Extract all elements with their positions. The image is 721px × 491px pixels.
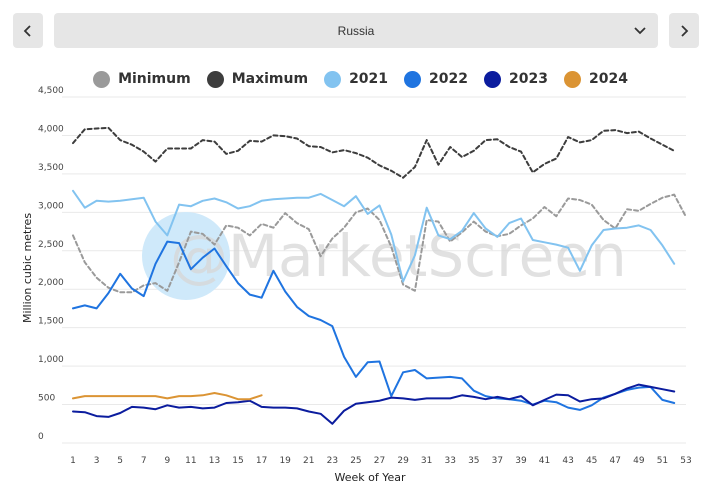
x-tick-label: 19 bbox=[279, 456, 291, 466]
legend-label: 2023 bbox=[509, 71, 548, 87]
x-tick-label: 43 bbox=[562, 456, 573, 466]
x-tick-label: 51 bbox=[657, 456, 668, 466]
y-tick-label: 4,000 bbox=[38, 124, 64, 134]
legend-swatch bbox=[484, 70, 501, 88]
y-tick-label: 3,000 bbox=[38, 201, 64, 211]
x-tick-label: 37 bbox=[492, 456, 503, 466]
x-tick-label: 29 bbox=[397, 456, 409, 466]
series-lines bbox=[72, 126, 687, 425]
legend-item-maximum[interactable]: Maximum bbox=[206, 70, 309, 88]
x-tick-label: 53 bbox=[680, 456, 691, 466]
x-tick-label: 5 bbox=[117, 456, 123, 466]
legend-item-2021[interactable]: 2021 bbox=[324, 70, 389, 88]
watermark-text: @MarketScreen bbox=[170, 222, 627, 290]
legend-label: 2021 bbox=[349, 71, 389, 87]
legend-label: Minimum bbox=[118, 71, 191, 87]
x-tick-label: 23 bbox=[327, 456, 338, 466]
y-tick-label: 500 bbox=[38, 394, 55, 404]
series-line-maximum bbox=[72, 126, 676, 179]
x-axis-title: Week of Year bbox=[334, 471, 405, 484]
legend-label: 2024 bbox=[588, 71, 628, 87]
y-axis-ticks: 0 500 1,000 1,500 2,000 2,500 3,000 3,500 4,000 4… bbox=[38, 86, 64, 442]
x-tick-label: 3 bbox=[94, 456, 100, 466]
series-line-2023 bbox=[72, 383, 676, 425]
x-tick-label: 13 bbox=[209, 456, 220, 466]
y-tick-label: 2,500 bbox=[38, 240, 64, 250]
x-axis-ticks: 1 3 5 7 9 11 13 15 17 19 21 23 25 27 29 31 33 35 37 39 41 43 4… bbox=[70, 456, 692, 466]
x-tick-label: 33 bbox=[445, 456, 456, 466]
x-tick-label: 11 bbox=[185, 456, 196, 466]
x-tick-label: 9 bbox=[164, 456, 170, 466]
series-line-2024 bbox=[72, 392, 263, 401]
series-line-2021 bbox=[72, 189, 676, 283]
chevron-down-icon bbox=[634, 27, 646, 35]
country-select-value: Russia bbox=[337, 23, 375, 38]
x-tick-label: 21 bbox=[303, 456, 314, 466]
legend-label: Maximum bbox=[231, 71, 309, 87]
legend-item-minimum[interactable]: Minimum bbox=[93, 70, 191, 88]
previous-button[interactable] bbox=[13, 13, 43, 48]
legend-swatch bbox=[404, 70, 422, 88]
y-tick-label: 4,500 bbox=[38, 86, 64, 96]
legend-swatch bbox=[324, 70, 342, 88]
x-tick-label: 17 bbox=[256, 456, 267, 466]
y-tick-label: 3,500 bbox=[38, 163, 64, 173]
x-tick-label: 15 bbox=[232, 456, 243, 466]
x-tick-label: 25 bbox=[350, 456, 361, 466]
watermark: @MarketScreen bbox=[142, 212, 627, 300]
y-tick-label: 1,000 bbox=[38, 355, 64, 365]
legend-swatch bbox=[206, 70, 224, 88]
x-tick-label: 35 bbox=[468, 456, 479, 466]
legend-item-2023[interactable]: 2023 bbox=[484, 70, 548, 88]
legend-swatch bbox=[93, 70, 111, 88]
y-tick-label: 2,000 bbox=[38, 278, 64, 288]
x-tick-label: 27 bbox=[374, 456, 385, 466]
legend-item-2022[interactable]: 2022 bbox=[404, 70, 468, 88]
series-line-minimum bbox=[72, 193, 687, 294]
chart-legend: Minimum Maximum 2021 2022 2023 2024 bbox=[0, 68, 721, 90]
x-tick-label: 41 bbox=[539, 456, 550, 466]
x-tick-label: 47 bbox=[610, 456, 621, 466]
legend-item-2024[interactable]: 2024 bbox=[563, 70, 628, 88]
legend-swatch bbox=[563, 70, 581, 88]
chevron-right-icon bbox=[681, 24, 689, 37]
y-tick-label: 0 bbox=[38, 432, 44, 442]
x-tick-label: 49 bbox=[633, 456, 645, 466]
legend-label: 2022 bbox=[429, 71, 468, 87]
x-tick-label: 7 bbox=[141, 456, 147, 466]
x-tick-label: 39 bbox=[515, 456, 527, 466]
x-tick-label: 45 bbox=[586, 456, 597, 466]
chevron-left-icon bbox=[23, 24, 31, 37]
x-tick-label: 31 bbox=[421, 456, 432, 466]
top-bar: Russia bbox=[0, 0, 721, 60]
series-line-2022 bbox=[72, 240, 676, 411]
x-tick-label: 1 bbox=[70, 456, 76, 466]
y-axis-title: Million cubic metres bbox=[21, 213, 34, 323]
y-tick-label: 1,500 bbox=[38, 317, 64, 327]
next-button[interactable] bbox=[669, 13, 699, 48]
country-select[interactable]: Russia bbox=[54, 13, 658, 48]
